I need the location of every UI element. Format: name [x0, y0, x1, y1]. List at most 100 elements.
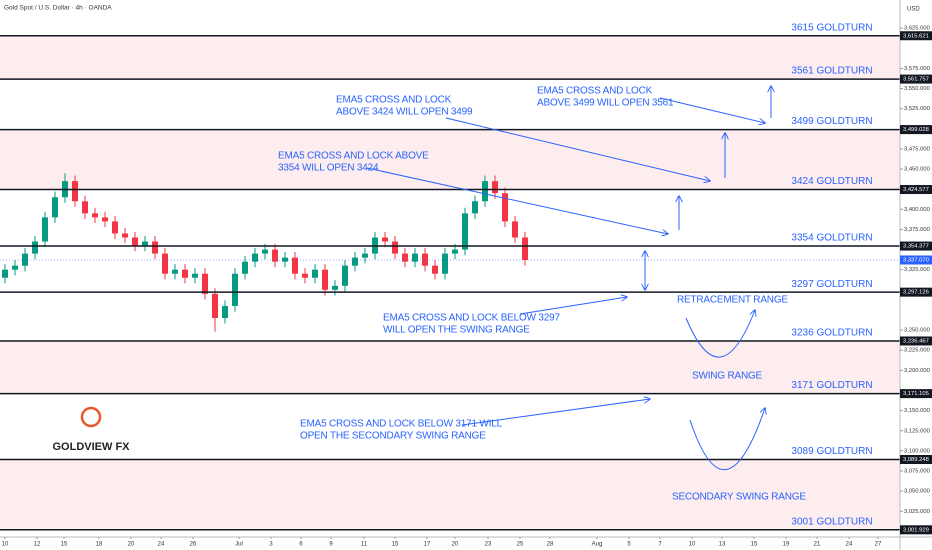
- candle-body: [322, 269, 328, 290]
- zone: [0, 459, 900, 530]
- annotation: EMA5 CROSS AND LOCK: [336, 95, 452, 106]
- y-tick-label: 3,050.000: [904, 489, 930, 495]
- candle-body: [492, 181, 498, 194]
- x-tick-label: 5: [627, 542, 631, 548]
- candle-body: [152, 241, 158, 254]
- candle-body: [172, 269, 178, 274]
- price-tag: [900, 455, 932, 465]
- zone: [0, 340, 900, 394]
- y-tick-label: 3,550.000: [904, 86, 930, 92]
- annotation: EMA5 CROSS AND LOCK BELOW 3297: [383, 313, 560, 324]
- candle-body: [162, 253, 168, 274]
- logo-icon: [80, 406, 102, 428]
- x-tick-label: 23: [485, 542, 492, 548]
- price-tag: [900, 241, 932, 251]
- annotation: ABOVE 3424 WILL OPEN 3499: [336, 107, 473, 118]
- price-tag: [900, 389, 932, 399]
- annotation: SECONDARY SWING RANGE: [672, 492, 806, 503]
- candle-body: [392, 241, 398, 254]
- level-name: 3615 GOLDTURN: [791, 22, 872, 33]
- price-tag: [900, 185, 932, 195]
- price-tag-label: 3,089.248: [903, 457, 929, 463]
- level-name: 3499 GOLDTURN: [791, 116, 872, 127]
- price-tag: [900, 74, 932, 84]
- x-tick-label: 15: [61, 542, 68, 548]
- y-tick-label: 3,125.000: [904, 428, 930, 434]
- candle-body: [382, 237, 388, 242]
- level-name: 3236 GOLDTURN: [791, 328, 872, 339]
- candle-body: [352, 257, 358, 266]
- candle-body: [92, 213, 98, 218]
- annotation: SWING RANGE: [692, 371, 763, 382]
- price-tag: [900, 287, 932, 297]
- zone: [0, 35, 900, 80]
- candle-body: [182, 269, 188, 278]
- y-tick-label: 3,625.000: [904, 26, 930, 32]
- candle-body: [32, 241, 38, 254]
- level-name: 3089 GOLDTURN: [791, 446, 872, 457]
- x-tick-label: 24: [158, 542, 165, 548]
- annotation: RETRACEMENT RANGE: [677, 295, 788, 306]
- y-tick-label: 3,450.000: [904, 167, 930, 173]
- candle-body: [212, 293, 218, 319]
- candle-body: [502, 193, 508, 222]
- candle-body: [432, 265, 438, 274]
- x-tick-label: 7: [658, 542, 662, 548]
- candle-body: [342, 265, 348, 286]
- candle-body: [292, 257, 298, 274]
- y-tick-label: 3,250.000: [904, 328, 930, 334]
- candle-body: [132, 237, 138, 246]
- x-tick-label: 9: [329, 542, 333, 548]
- x-tick-label: 15: [751, 542, 758, 548]
- annotation: ABOVE 3499 WILL OPEN 3561: [537, 98, 674, 109]
- price-tag: [900, 125, 932, 135]
- x-tick-label: 13: [719, 542, 726, 548]
- x-tick-label: 20: [128, 542, 135, 548]
- candle-body: [412, 253, 418, 262]
- y-tick-label: 3,200.000: [904, 368, 930, 374]
- y-tick-label: 3,575.000: [904, 66, 930, 72]
- x-tick-label: 6: [299, 542, 303, 548]
- candle-body: [102, 217, 108, 222]
- candle-body: [302, 273, 308, 278]
- candle-body: [122, 233, 128, 238]
- arrow: [461, 399, 650, 426]
- curve-arrow: [689, 408, 765, 470]
- x-tick-label: 3: [269, 542, 273, 548]
- price-tag-label: 3,354.377: [903, 244, 929, 250]
- price-tag-label: 3,424.577: [903, 187, 929, 193]
- level-name: 3001 GOLDTURN: [791, 516, 872, 527]
- candle-body: [222, 305, 228, 319]
- x-tick-label: 25: [517, 542, 524, 548]
- x-tick-label: Jul: [235, 542, 243, 548]
- y-tick-label: 3,075.000: [904, 469, 930, 475]
- last-price-tag: [900, 255, 932, 265]
- candle-body: [42, 217, 48, 242]
- annotation: OPEN THE SECONDARY SWING RANGE: [300, 431, 486, 442]
- candle-body: [82, 201, 88, 214]
- price-tag-label: 3,001.929: [903, 527, 929, 533]
- price-tag: [900, 336, 932, 346]
- candle-body: [72, 181, 78, 202]
- candle-body: [12, 265, 18, 270]
- candle-body: [242, 261, 248, 274]
- candle-body: [312, 269, 318, 278]
- candle-body: [262, 249, 268, 254]
- price-tag-label: 3,297.126: [903, 290, 929, 296]
- candle-body: [232, 273, 238, 306]
- x-tick-label: 24: [846, 542, 853, 548]
- x-tick-label: 10: [689, 542, 696, 548]
- candle-body: [462, 213, 468, 250]
- y-tick-label: 3,400.000: [904, 207, 930, 213]
- candle-body: [282, 257, 288, 262]
- x-tick-label: Aug: [592, 542, 603, 548]
- annotation: 3354 WILL OPEN 3424: [278, 163, 379, 174]
- price-tag: [900, 525, 932, 535]
- candle-body: [482, 181, 488, 202]
- x-tick-label: 15: [392, 542, 399, 548]
- arrow: [445, 117, 710, 181]
- logo: GOLDVIEW FX: [53, 406, 130, 453]
- price-tag: [900, 31, 932, 41]
- level-name: 3424 GOLDTURN: [791, 176, 872, 187]
- x-tick-label: 27: [875, 542, 882, 548]
